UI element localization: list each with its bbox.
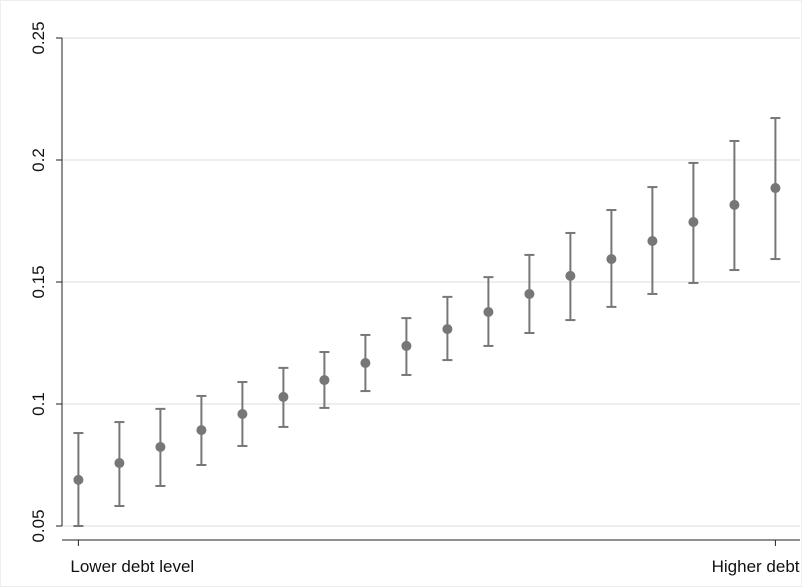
point	[278, 391, 289, 402]
x-tick-label: Higher debt level	[712, 557, 802, 576]
point	[401, 340, 412, 351]
point	[237, 409, 248, 420]
point	[647, 236, 658, 247]
point	[565, 270, 576, 281]
y-tick-label: 0.25	[29, 21, 48, 54]
point	[770, 183, 781, 194]
point	[114, 458, 125, 469]
point	[73, 474, 84, 485]
y-tick-label: 0.1	[29, 392, 48, 416]
point	[729, 199, 740, 210]
point	[196, 425, 207, 436]
point	[524, 288, 535, 299]
y-tick-label: 0.15	[29, 265, 48, 298]
x-tick-label: Lower debt level	[70, 557, 194, 576]
point	[442, 324, 453, 335]
y-tick-label: 0.2	[29, 148, 48, 172]
point	[606, 254, 617, 265]
point	[483, 307, 494, 318]
y-tick-label: 0.05	[29, 509, 48, 542]
point	[319, 375, 330, 386]
point	[688, 216, 699, 227]
point	[360, 358, 371, 369]
point	[155, 441, 166, 452]
